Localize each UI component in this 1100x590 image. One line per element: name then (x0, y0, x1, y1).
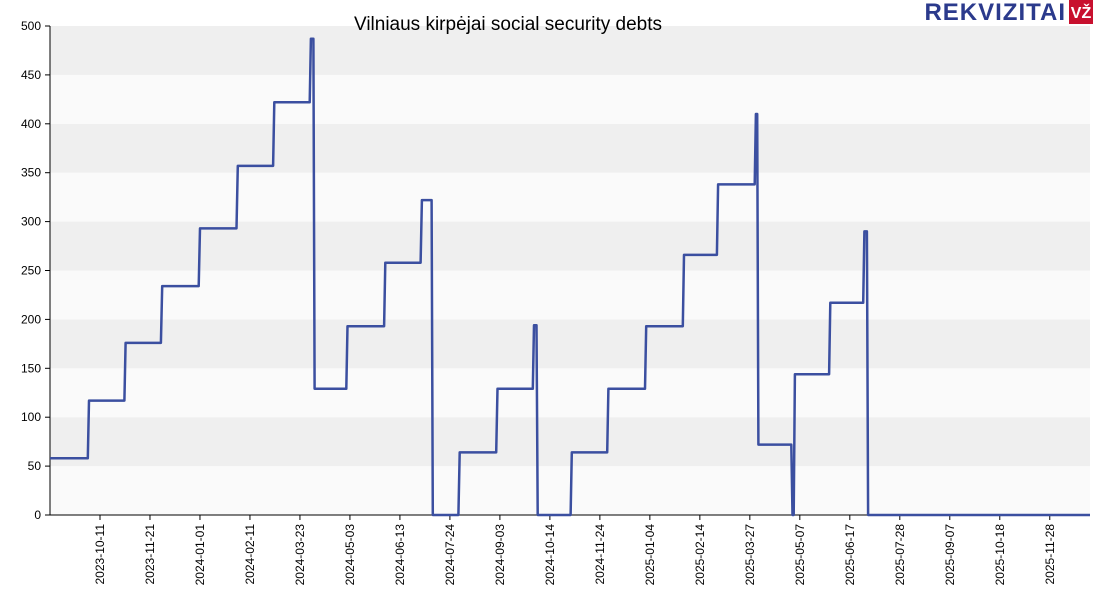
chart-background-bands (50, 26, 1090, 515)
x-tick-label: 2025-11-28 (1043, 524, 1057, 585)
y-tick-label: 250 (21, 264, 41, 278)
y-tick-label: 100 (21, 410, 41, 424)
y-tick-label: 50 (28, 459, 42, 473)
grid-band (50, 26, 1090, 75)
y-tick-label: 300 (21, 215, 41, 229)
x-tick-label: 2024-01-01 (193, 524, 207, 586)
x-tick-label: 2025-06-17 (843, 524, 857, 586)
y-axis-ticks: 0 50 100 150 200 250 300 350 400 450 500 (21, 19, 50, 522)
y-tick-label: 450 (21, 68, 41, 82)
grid-band (50, 172, 1090, 222)
x-tick-label: 2024-06-13 (393, 524, 407, 586)
x-tick-label: 2025-09-07 (943, 524, 957, 586)
x-tick-label: 2024-07-24 (443, 524, 457, 586)
x-tick-label: 2025-05-07 (793, 524, 807, 586)
grid-band (50, 123, 1090, 173)
series-line (50, 37, 1090, 517)
logo-badge-text: VŽ (1071, 3, 1092, 22)
y-tick-label: 200 (21, 312, 41, 326)
grid-band (50, 221, 1090, 271)
x-tick-label: 2023-11-21 (143, 524, 157, 585)
x-tick-label: 2024-10-14 (543, 524, 557, 586)
y-tick-label: 500 (21, 19, 41, 33)
x-axis-ticks: 2023-10-11 2023-11-21 2024-01-01 2024-02-11… (93, 515, 1057, 585)
x-tick-label: 2025-07-28 (893, 524, 907, 586)
grid-band (50, 319, 1090, 369)
series-group (50, 37, 1090, 517)
y-tick-label: 400 (21, 117, 41, 131)
grid-band (50, 270, 1090, 320)
grid-band (50, 74, 1090, 124)
x-tick-label: 2024-11-24 (593, 524, 607, 585)
y-tick-label: 0 (34, 508, 41, 522)
x-tick-label: 2025-10-18 (993, 524, 1007, 586)
x-tick-label: 2025-02-14 (693, 524, 707, 586)
x-tick-label: 2025-03-27 (743, 524, 757, 586)
grid-band (50, 417, 1090, 467)
x-tick-label: 2024-09-03 (493, 524, 507, 586)
logo-badge (1069, 0, 1093, 24)
logo-brand-text: REKVIZITAI (924, 0, 1066, 26)
x-tick-label: 2024-05-03 (343, 524, 357, 586)
x-tick-label: 2024-02-11 (243, 524, 257, 585)
x-tick-label: 2025-01-04 (643, 524, 657, 586)
x-tick-label: 2023-10-11 (93, 524, 107, 585)
grid-band (50, 368, 1090, 418)
y-tick-label: 350 (21, 166, 41, 180)
chart-title: Vilniaus kirpėjai social security debts (354, 14, 662, 35)
x-tick-label: 2024-03-23 (293, 524, 307, 586)
y-tick-label: 150 (21, 361, 41, 375)
brand-logo: REKVIZITAI VŽ (924, 0, 1093, 26)
